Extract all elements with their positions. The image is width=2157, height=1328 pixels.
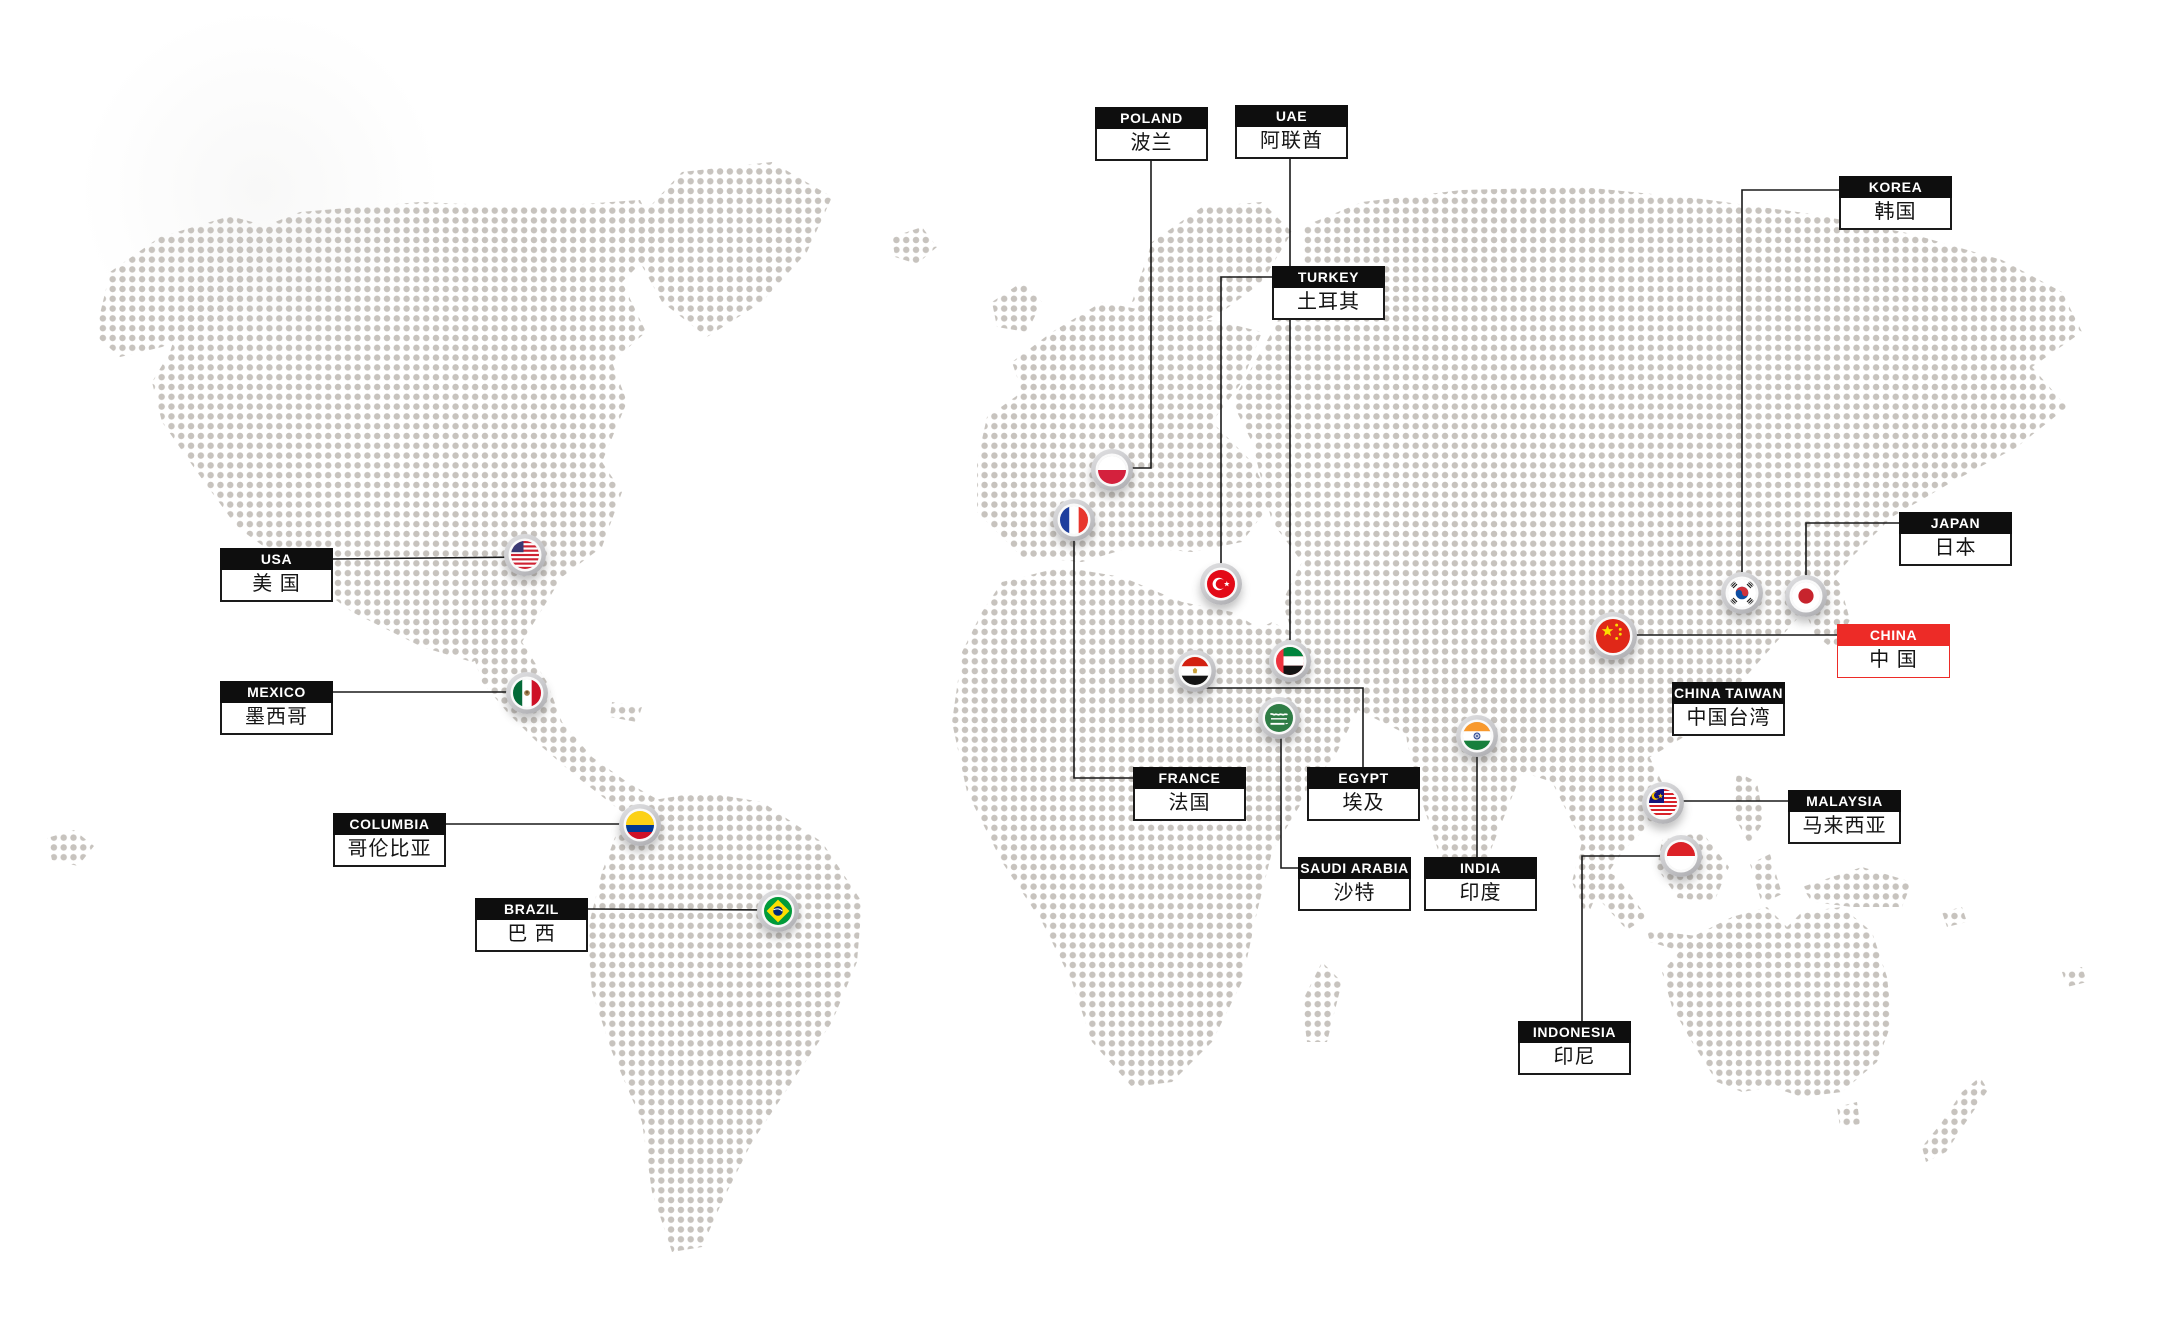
country-name-zh: 中国台湾 [1672,704,1785,736]
country-label-poland: POLAND 波兰 [1095,107,1208,161]
country-label-indonesia: INDONESIA 印尼 [1518,1021,1631,1075]
country-name-zh: 美 国 [220,570,333,602]
country-name-zh: 印度 [1424,879,1537,911]
country-name-en: CHINA [1837,624,1950,646]
country-name-zh: 埃及 [1307,789,1420,821]
country-name-en: INDONESIA [1518,1021,1631,1043]
country-name-en: USA [220,548,333,570]
country-label-korea: KOREA 韩国 [1839,176,1952,230]
country-label-uae: UAE 阿联酋 [1235,105,1348,159]
country-label-turkey: TURKEY 土耳其 [1272,266,1385,320]
country-name-en: MEXICO [220,681,333,703]
country-name-zh: 马来西亚 [1788,812,1901,844]
country-name-zh: 沙特 [1298,879,1411,911]
country-name-en: COLUMBIA [333,813,446,835]
country-name-zh: 哥伦比亚 [333,835,446,867]
country-label-saudi-arabia: SAUDI ARABIA 沙特 [1298,857,1411,911]
country-name-en: UAE [1235,105,1348,127]
country-label-japan: JAPAN 日本 [1899,512,2012,566]
country-label-columbia: COLUMBIA 哥伦比亚 [333,813,446,867]
country-label-malaysia: MALAYSIA 马来西亚 [1788,790,1901,844]
country-label-france: FRANCE 法国 [1133,767,1246,821]
country-label-mexico: MEXICO 墨西哥 [220,681,333,735]
country-name-zh: 阿联酋 [1235,127,1348,159]
country-name-en: INDIA [1424,857,1537,879]
country-name-en: JAPAN [1899,512,2012,534]
country-label-china: CHINA 中 国 [1837,624,1950,678]
country-name-en: POLAND [1095,107,1208,129]
country-name-zh: 韩国 [1839,198,1952,230]
country-name-en: SAUDI ARABIA [1298,857,1411,879]
country-label-brazil: BRAZIL 巴 西 [475,898,588,952]
country-name-zh: 印尼 [1518,1043,1631,1075]
country-name-en: BRAZIL [475,898,588,920]
country-name-en: KOREA [1839,176,1952,198]
country-name-zh: 土耳其 [1272,288,1385,320]
country-name-en: CHINA TAIWAN [1672,682,1785,704]
country-label-india: INDIA 印度 [1424,857,1537,911]
country-name-en: EGYPT [1307,767,1420,789]
country-name-en: TURKEY [1272,266,1385,288]
country-label-usa: USA 美 国 [220,548,333,602]
country-name-en: FRANCE [1133,767,1246,789]
country-name-zh: 中 国 [1837,646,1950,678]
country-name-zh: 波兰 [1095,129,1208,161]
country-name-zh: 日本 [1899,534,2012,566]
country-label-egypt: EGYPT 埃及 [1307,767,1420,821]
country-label-china-taiwan: CHINA TAIWAN 中国台湾 [1672,682,1785,736]
country-name-zh: 巴 西 [475,920,588,952]
country-name-zh: 墨西哥 [220,703,333,735]
country-name-zh: 法国 [1133,789,1246,821]
country-name-en: MALAYSIA [1788,790,1901,812]
